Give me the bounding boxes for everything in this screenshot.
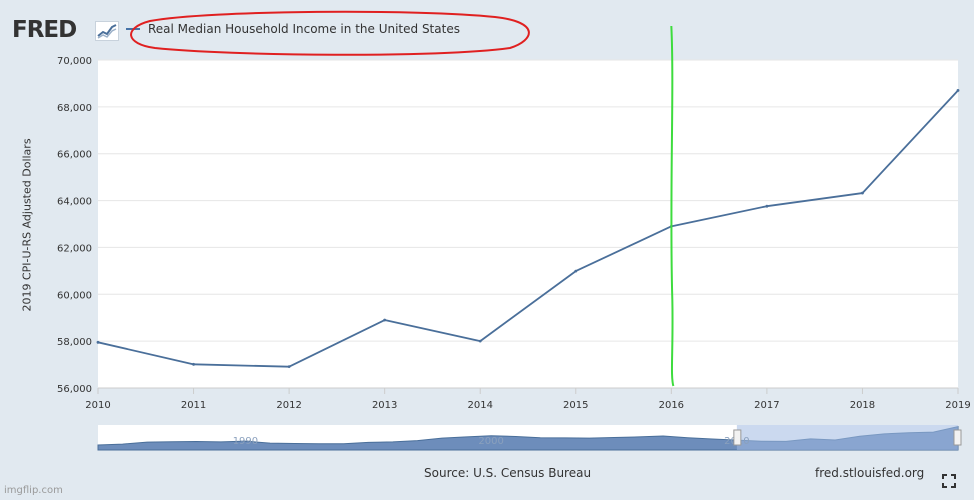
x-tick-label: 2015 — [563, 400, 588, 411]
y-tick-label: 56,000 — [57, 384, 92, 395]
navigator-handle[interactable] — [733, 429, 742, 446]
x-tick-label: 2018 — [850, 400, 875, 411]
y-tick-label: 70,000 — [57, 56, 92, 67]
imgflip-watermark: imgflip.com — [4, 485, 63, 496]
fullscreen-icon[interactable] — [942, 474, 956, 488]
x-tick-label: 2014 — [467, 400, 492, 411]
legend-label: Real Median Household Income in the Unit… — [148, 22, 460, 36]
data-point — [861, 191, 864, 195]
plot-area — [98, 60, 958, 388]
navigator-area — [97, 426, 959, 451]
source-note: Source: U.S. Census Bureau — [424, 466, 592, 480]
navigator-handle[interactable] — [953, 429, 962, 446]
x-tick-label: 2013 — [372, 400, 397, 411]
data-point — [956, 89, 960, 92]
data-point — [383, 318, 387, 322]
y-tick-label: 62,000 — [57, 243, 92, 254]
site-link[interactable]: fred.stlouisfed.org — [815, 466, 925, 480]
navigator-selection — [736, 425, 958, 450]
navigator-track — [98, 425, 958, 450]
series-line — [97, 89, 959, 368]
fred-logo[interactable]: FRED — [12, 17, 77, 43]
x-tick-label: 2012 — [276, 400, 301, 411]
navigator-label: 1990 — [233, 436, 258, 447]
x-tick-label: 2019 — [945, 400, 970, 411]
data-point — [574, 269, 578, 273]
x-tick-label: 2010 — [85, 400, 110, 411]
x-tick-label: 2016 — [659, 400, 684, 411]
navigator-label: 2010 — [724, 436, 749, 447]
chart-legend[interactable]: Real Median Household Income in the Unit… — [126, 22, 460, 36]
x-tick-label: 2011 — [181, 400, 206, 411]
data-point — [192, 362, 195, 366]
y-axis-title: 2019 CPI-U-RS Adjusted Dollars — [20, 138, 34, 312]
data-point — [478, 339, 482, 343]
data-point — [96, 340, 100, 344]
data-point — [669, 224, 673, 228]
data-point — [765, 204, 769, 208]
legend-swatch — [126, 28, 140, 30]
y-tick-label: 60,000 — [57, 290, 92, 301]
trend-graph-icon — [95, 21, 119, 41]
y-tick-label: 58,000 — [57, 337, 92, 348]
x-tick-label: 2017 — [754, 400, 779, 411]
green-vertical-marker — [670, 25, 675, 387]
data-point — [287, 365, 291, 369]
y-tick-label: 68,000 — [57, 103, 92, 114]
y-tick-label: 66,000 — [57, 150, 92, 161]
y-tick-label: 64,000 — [57, 197, 92, 208]
navigator-label: 2000 — [478, 436, 503, 447]
